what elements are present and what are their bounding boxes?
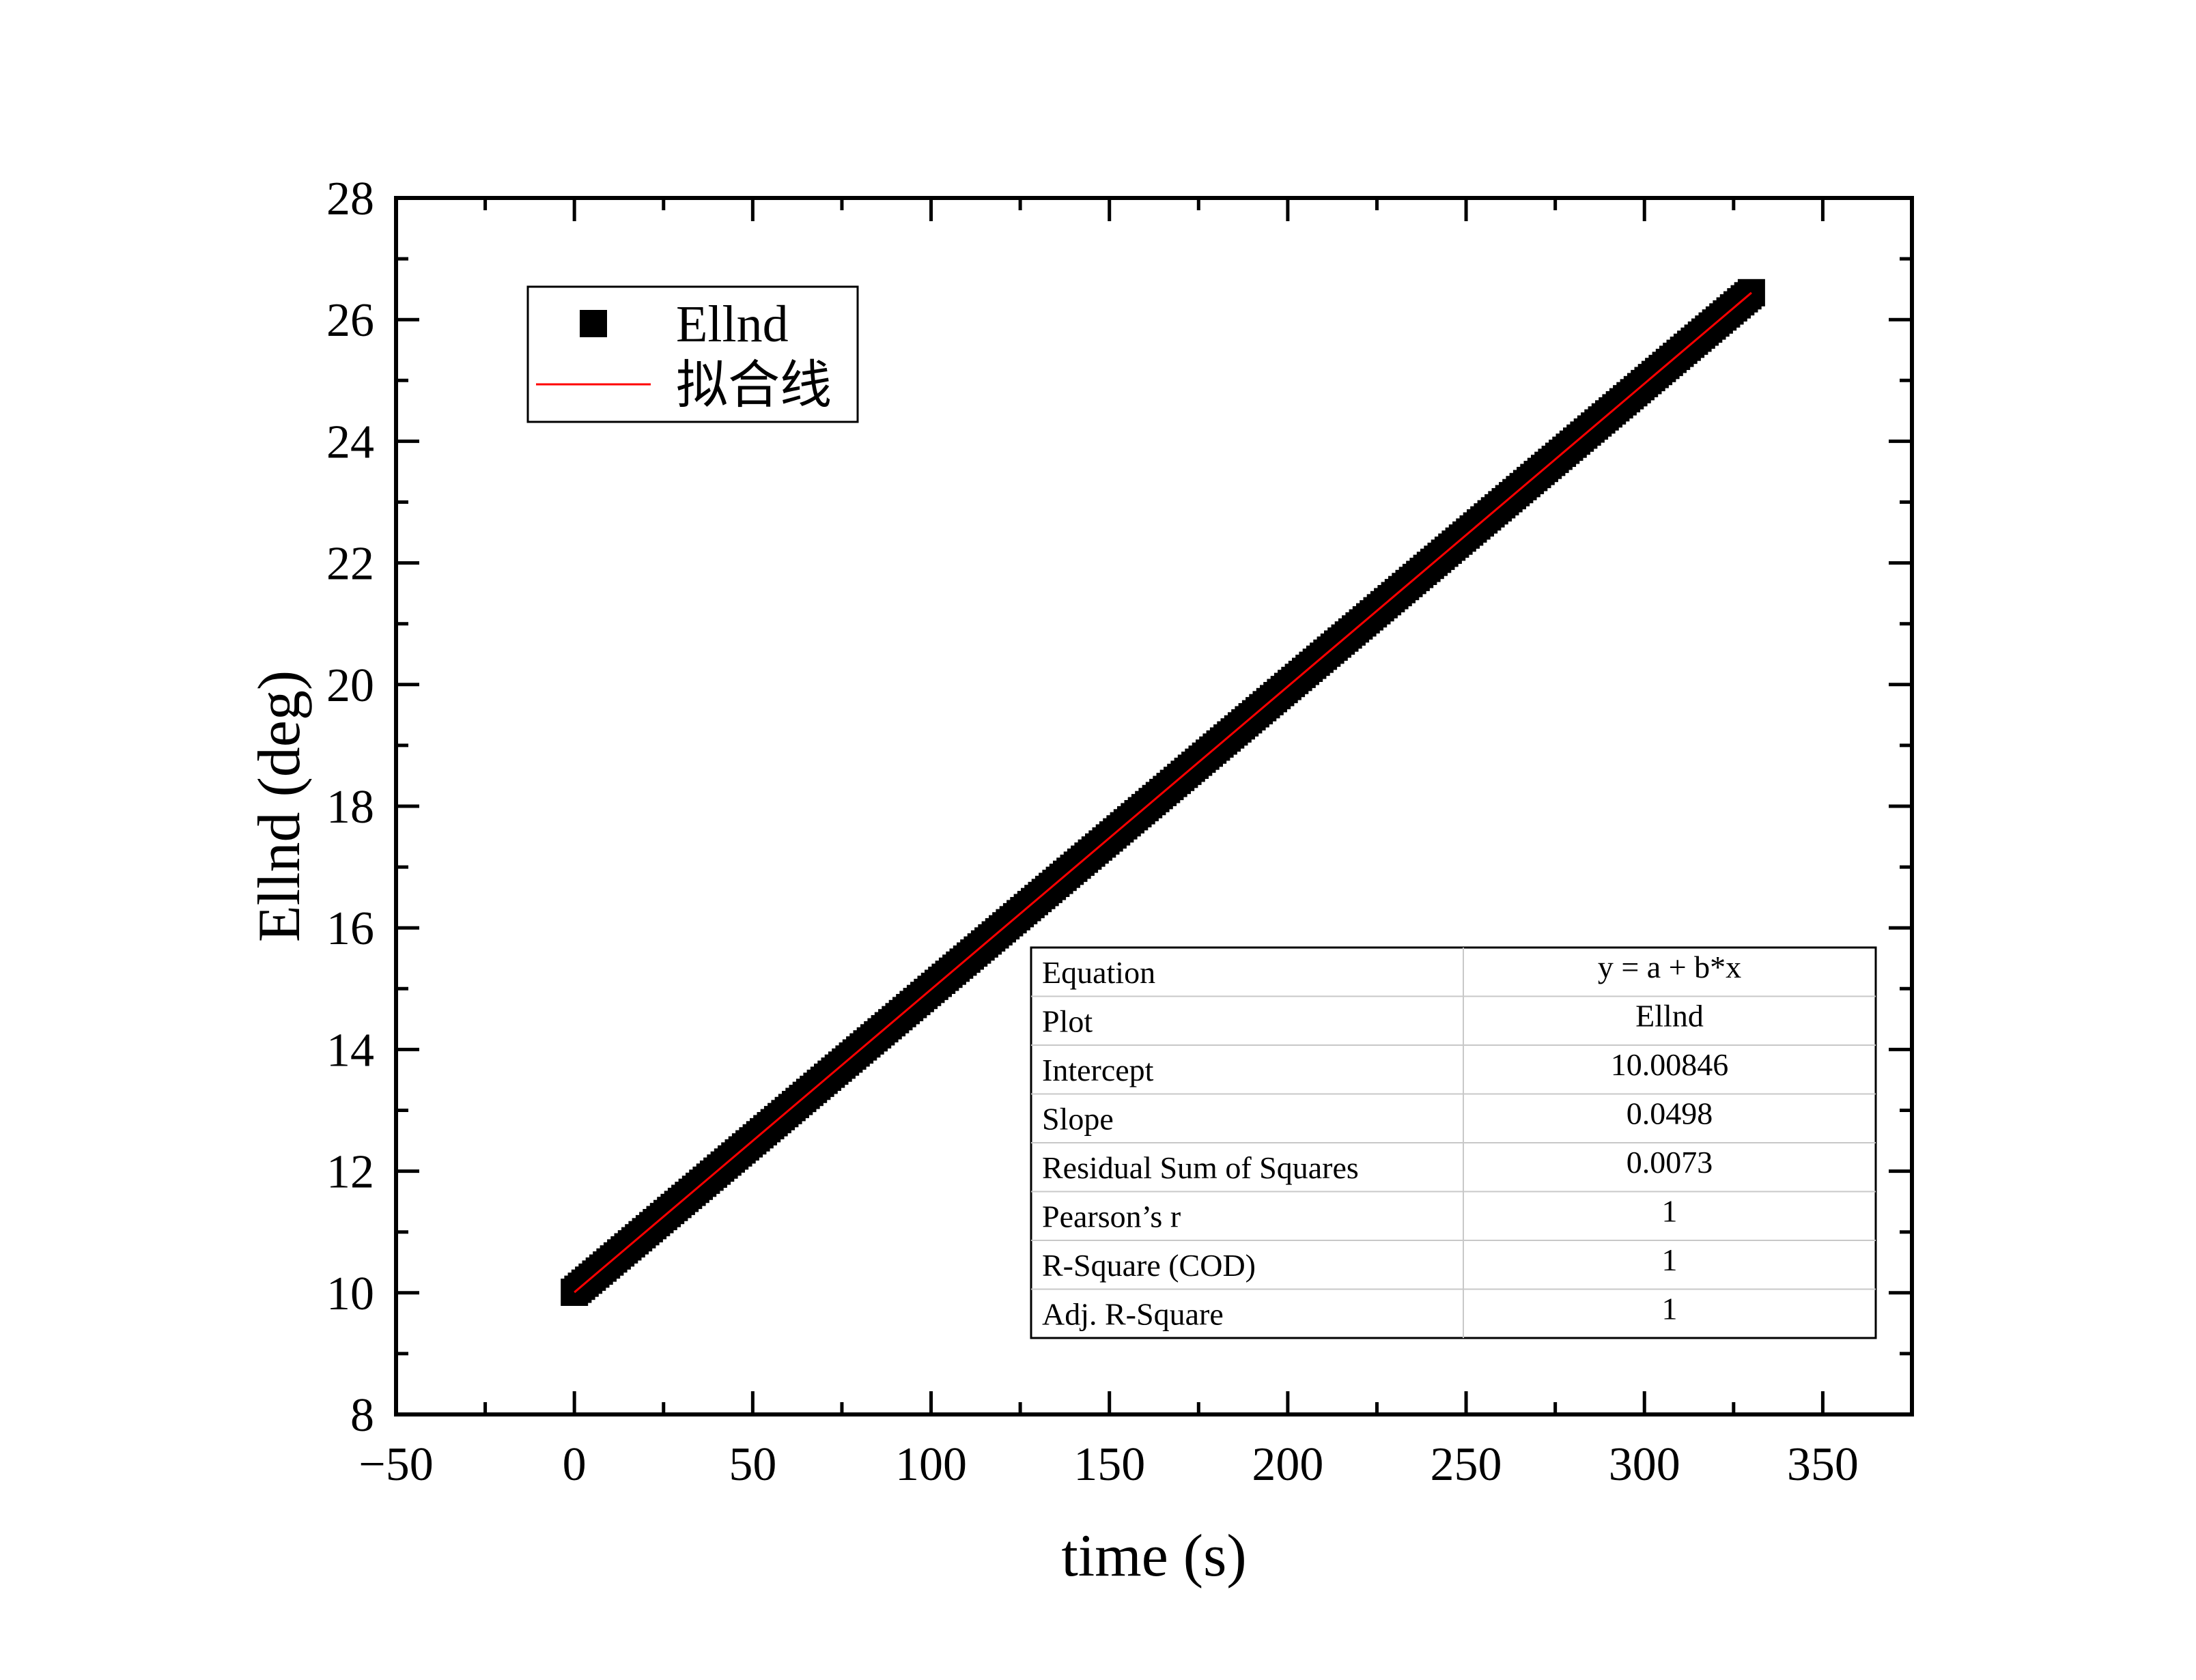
legend-label-ellnd: Ellnd — [676, 296, 789, 353]
table-row-value: Ellnd — [1635, 999, 1704, 1034]
table-row-label: Slope — [1042, 1102, 1114, 1137]
x-tick-label: 150 — [1073, 1438, 1145, 1491]
y-tick-label: 20 — [326, 659, 374, 712]
y-tick-label: 26 — [326, 294, 374, 347]
y-tick-label: 12 — [326, 1146, 374, 1199]
x-tick-label: 300 — [1609, 1438, 1680, 1491]
table-row-value: 10.00846 — [1611, 1047, 1729, 1082]
legend-label-fit: 拟合线 — [676, 357, 832, 414]
y-axis-title: Ellnd (deg) — [247, 670, 313, 942]
table-row-value: 1 — [1662, 1242, 1678, 1277]
table-row-label: Plot — [1042, 1004, 1093, 1039]
table-row-label: Equation — [1042, 955, 1155, 990]
table-row-value: y = a + b*x — [1598, 950, 1741, 984]
data-layer — [561, 279, 1765, 1306]
y-tick-label: 8 — [350, 1389, 374, 1442]
x-tick-label: 200 — [1252, 1438, 1323, 1491]
x-axis-title: time (s) — [1061, 1523, 1246, 1589]
y-tick-label: 24 — [326, 416, 374, 468]
table-row-value: 0.0498 — [1627, 1096, 1713, 1131]
y-tick-label: 14 — [326, 1024, 374, 1077]
axes-layer: −50 0 50 100 150 200 250 300 350 8 10 12 14 16 18 20 22 2… — [247, 173, 1914, 1589]
x-tick-label: 250 — [1431, 1438, 1502, 1491]
table-row-value: 1 — [1662, 1292, 1678, 1326]
legend-box — [526, 285, 859, 423]
table-row-value: 1 — [1662, 1194, 1678, 1229]
y-tick-label: 18 — [326, 781, 374, 834]
table-row-label: R-Square (COD) — [1042, 1248, 1256, 1283]
y-tick-label: 22 — [326, 538, 374, 590]
legend-marker-ellnd — [580, 310, 607, 337]
x-tick-label: 50 — [729, 1438, 776, 1491]
x-tick-label: 100 — [895, 1438, 967, 1491]
table-row-label: Intercept — [1042, 1053, 1154, 1087]
table-row-label: Residual Sum of Squares — [1042, 1150, 1359, 1185]
table-row-label: Adj. R-Square — [1042, 1297, 1224, 1332]
x-tick-label: 350 — [1787, 1438, 1859, 1491]
y-tick-label: 28 — [326, 173, 374, 225]
y-tick-label: 16 — [326, 902, 374, 955]
x-tick-label: 0 — [563, 1438, 587, 1491]
table-row-label: Pearson’s r — [1042, 1199, 1181, 1234]
y-tick-label: 10 — [326, 1268, 374, 1320]
fit-line — [574, 291, 1752, 1294]
table-row-value: 0.0073 — [1627, 1145, 1713, 1180]
x-tick-label: −50 — [358, 1438, 433, 1491]
